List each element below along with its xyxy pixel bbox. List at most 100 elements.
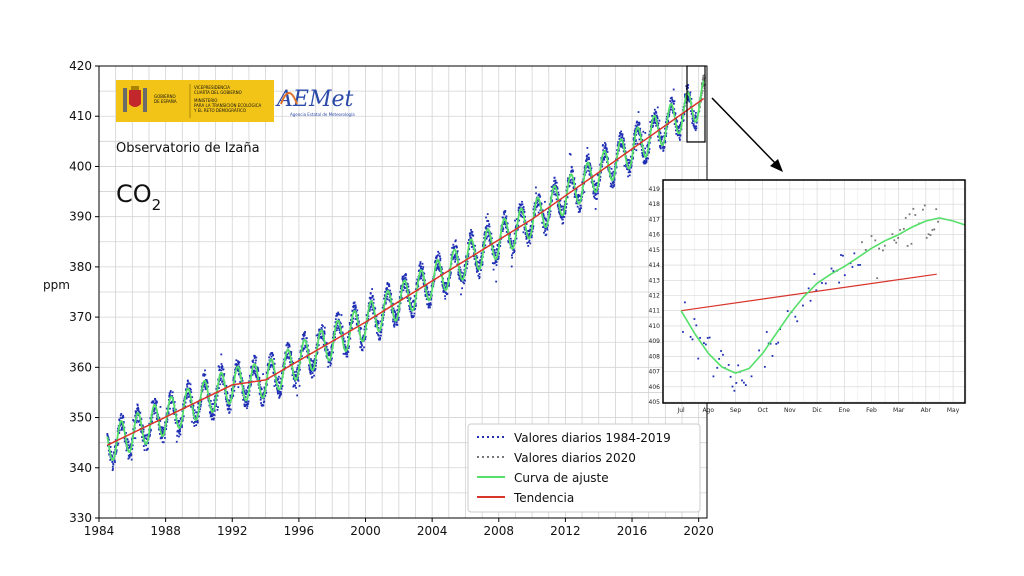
daily-point <box>374 307 377 310</box>
daily-point <box>479 261 482 264</box>
daily-point <box>485 237 488 240</box>
daily-point <box>535 186 537 189</box>
daily-point <box>630 166 633 169</box>
daily-point <box>553 193 556 196</box>
daily-point <box>671 98 674 101</box>
daily-point <box>203 385 206 388</box>
daily-point <box>340 326 343 329</box>
daily-point <box>327 365 330 368</box>
daily-point <box>519 213 522 216</box>
daily-point <box>420 275 422 278</box>
daily-point <box>632 137 635 140</box>
daily-point <box>639 127 642 130</box>
daily-point <box>568 184 571 187</box>
inset-y-tick-label: 408 <box>649 353 661 360</box>
daily-point <box>148 435 151 438</box>
daily-point <box>112 468 114 470</box>
daily-point <box>334 321 337 324</box>
daily-point <box>209 399 212 402</box>
daily-point <box>113 451 115 454</box>
daily-point <box>218 387 220 390</box>
daily-point <box>462 272 465 275</box>
daily-point <box>220 353 223 356</box>
daily-point <box>504 210 507 212</box>
daily-point <box>636 130 639 133</box>
daily-point <box>627 175 629 178</box>
daily-point <box>521 216 524 218</box>
x-tick-label: 2012 <box>550 524 581 538</box>
daily-point-2020 <box>702 90 704 92</box>
daily-point <box>159 426 162 429</box>
daily-point <box>563 215 566 218</box>
daily-point <box>286 353 289 356</box>
daily-point <box>111 460 114 463</box>
daily-point <box>136 407 138 410</box>
daily-point <box>340 314 343 316</box>
daily-point <box>186 392 189 395</box>
daily-point <box>118 418 120 421</box>
daily-point <box>342 352 345 355</box>
daily-point <box>377 326 380 329</box>
daily-point <box>189 387 192 390</box>
daily-point <box>633 129 636 132</box>
daily-point <box>403 286 406 288</box>
daily-point <box>276 391 279 393</box>
daily-point <box>189 383 192 386</box>
daily-point <box>134 414 137 417</box>
inset-x-tick-label: Ago <box>702 407 714 414</box>
daily-point <box>229 404 231 407</box>
daily-point <box>659 145 661 147</box>
daily-point <box>469 234 471 237</box>
daily-point <box>657 139 660 142</box>
daily-point <box>295 374 298 377</box>
daily-point <box>223 373 226 375</box>
daily-point <box>634 140 637 143</box>
y-tick-label: 410 <box>69 109 92 123</box>
daily-point <box>510 242 513 244</box>
inset-daily-point <box>895 241 898 244</box>
daily-point <box>438 266 440 268</box>
daily-point <box>469 242 472 245</box>
daily-point <box>172 407 175 410</box>
daily-point <box>242 398 245 401</box>
daily-point <box>381 324 384 327</box>
daily-point <box>539 195 542 198</box>
daily-point <box>320 336 323 339</box>
daily-point <box>486 235 489 238</box>
daily-point <box>424 295 427 298</box>
daily-point <box>610 167 613 170</box>
daily-point <box>436 255 438 258</box>
daily-point <box>347 347 350 349</box>
daily-point <box>237 361 240 364</box>
daily-point <box>186 385 189 388</box>
daily-point <box>181 424 183 427</box>
daily-point <box>510 265 513 268</box>
daily-point <box>361 344 363 347</box>
daily-point <box>372 302 375 304</box>
daily-point <box>272 372 275 375</box>
daily-point <box>576 202 579 205</box>
inset-daily-point <box>708 336 711 339</box>
daily-point <box>664 139 666 142</box>
daily-point <box>569 153 572 156</box>
daily-point <box>113 459 116 462</box>
daily-point <box>518 219 520 222</box>
daily-point <box>557 205 559 208</box>
daily-point <box>268 368 271 371</box>
daily-point <box>204 369 206 372</box>
daily-point <box>137 406 140 409</box>
daily-point <box>687 97 690 100</box>
daily-point <box>438 267 441 270</box>
y-tick-label: 330 <box>69 511 92 525</box>
daily-point <box>683 113 686 116</box>
daily-point <box>503 213 506 216</box>
gas-label: CO2 <box>116 180 161 214</box>
daily-point <box>292 385 295 388</box>
inset-y-tick-label: 407 <box>649 369 661 376</box>
daily-point <box>641 138 644 141</box>
daily-point <box>611 186 614 189</box>
daily-point <box>621 134 624 137</box>
daily-point <box>497 255 500 258</box>
daily-point <box>672 88 675 91</box>
daily-point <box>579 204 582 207</box>
